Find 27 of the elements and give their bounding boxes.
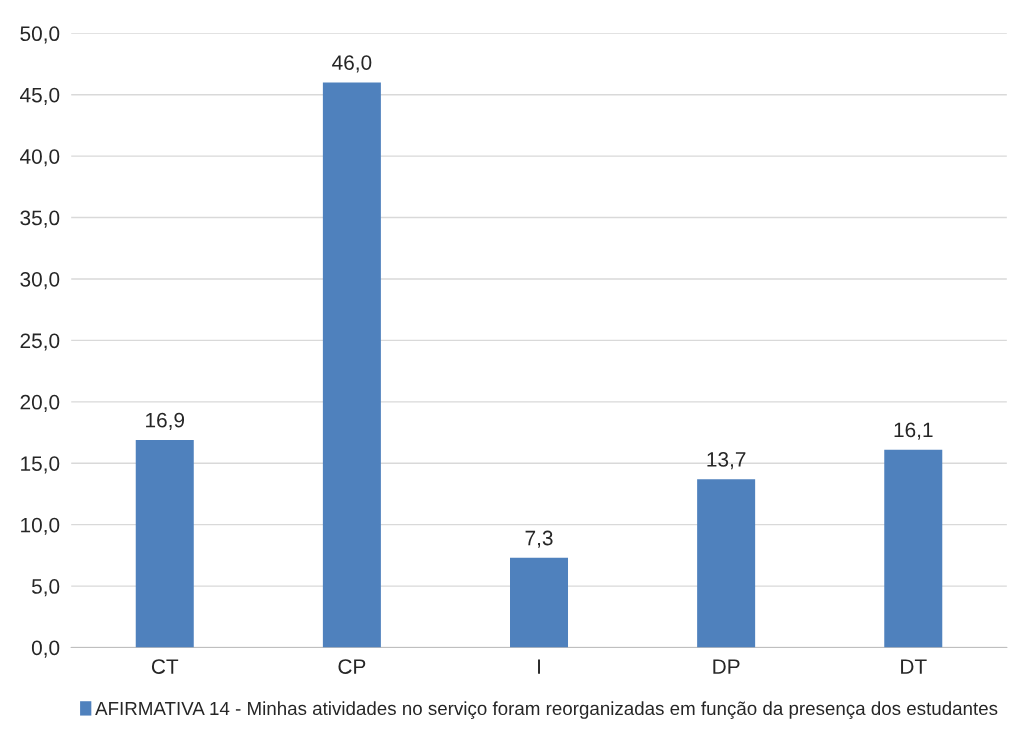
x-tick-label: DP <box>713 659 740 674</box>
legend-label: AFIRMATIVA 14 - Minhas atividades no serviço foram reorganizadas em função da presença dos estudantes <box>95 701 998 719</box>
data-label: 46,0 <box>332 55 372 73</box>
y-tick-label: 30,0 <box>20 271 60 290</box>
data-label: 16,9 <box>146 412 185 430</box>
x-tick-label: I <box>538 659 540 674</box>
bar <box>510 557 569 648</box>
y-tick-label: 35,0 <box>20 210 60 228</box>
data-label: 13,7 <box>707 452 746 470</box>
x-tick-label: CP <box>338 659 366 674</box>
bar <box>322 82 381 648</box>
y-tick-label: 5,0 <box>31 579 60 597</box>
bar <box>135 439 194 648</box>
bar <box>884 449 943 648</box>
y-tick-label: 50,0 <box>20 26 60 44</box>
y-tick-label: 40,0 <box>20 149 60 167</box>
data-label: 7,3 <box>525 530 553 548</box>
y-tick-label: 10,0 <box>21 517 60 535</box>
y-tick-label: 15,0 <box>21 456 60 474</box>
data-label: 16,1 <box>894 422 933 440</box>
x-tick-label: CT <box>151 659 179 674</box>
y-tick-label: 20,0 <box>20 394 60 413</box>
y-tick-label: 0,0 <box>31 640 60 658</box>
y-tick-label: 45,0 <box>20 87 60 105</box>
y-tick-label: 25,0 <box>20 333 60 351</box>
x-tick-label: DT <box>901 659 927 674</box>
bar <box>697 479 756 648</box>
